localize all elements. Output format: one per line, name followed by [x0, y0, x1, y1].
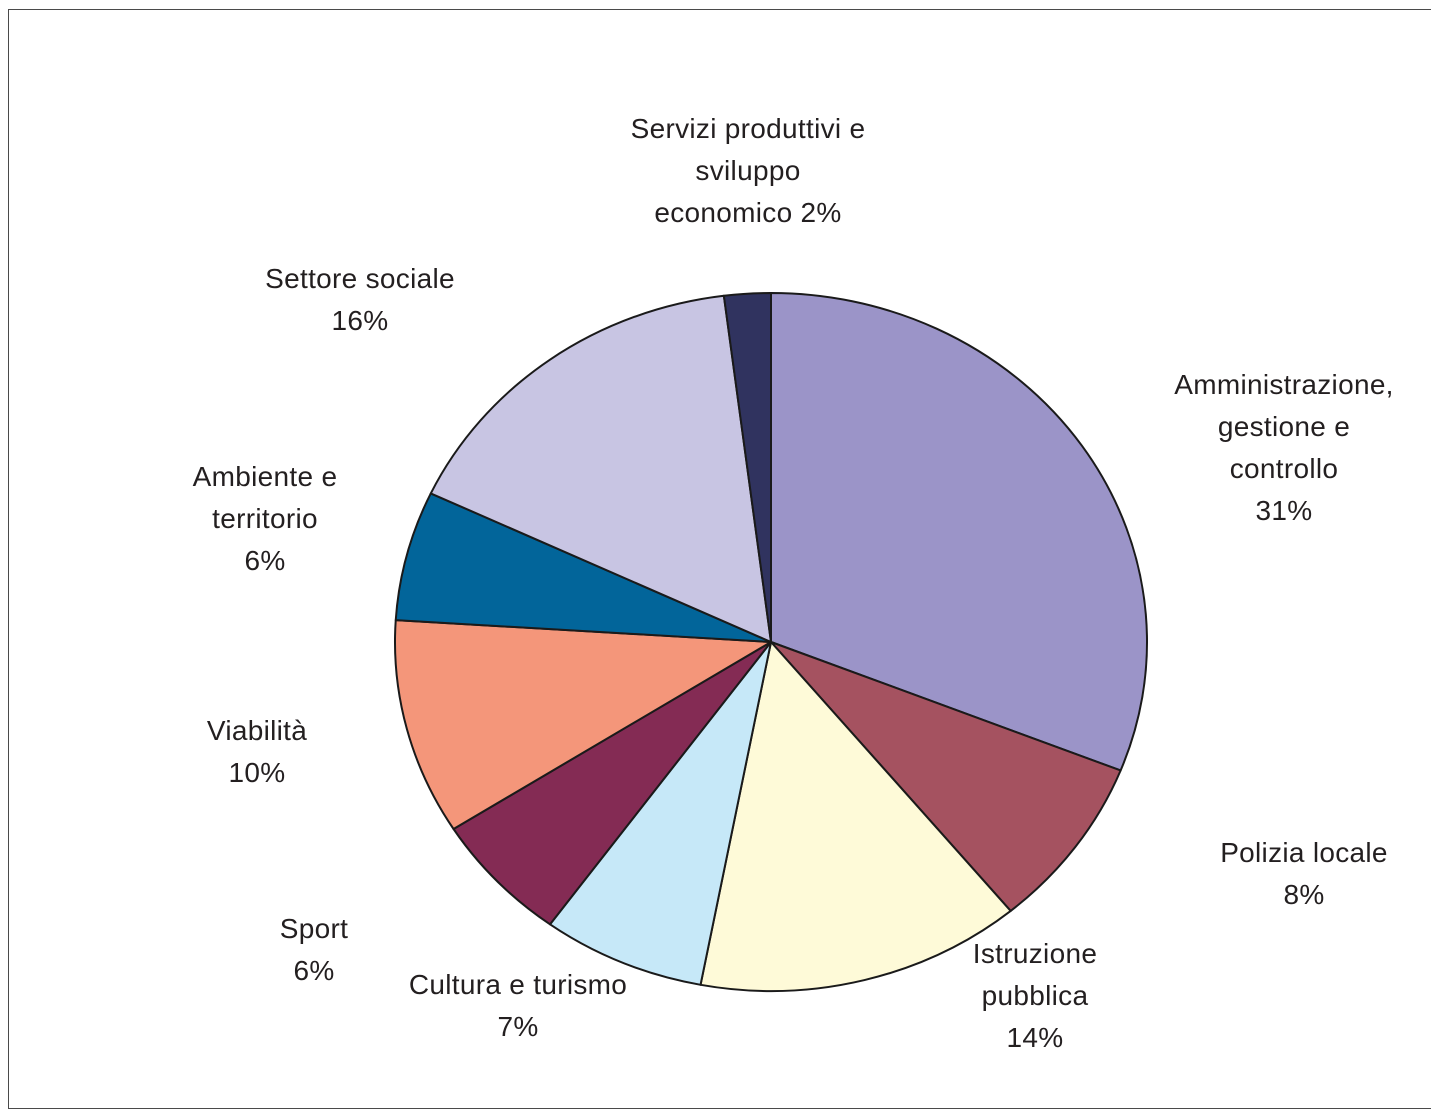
slice-label-8: Servizi produttivi e sviluppo economico 2% — [631, 108, 866, 234]
slice-label-4: Sport 6% — [280, 908, 348, 992]
pie-chart — [394, 292, 1149, 992]
slice-label-line: territorio — [212, 503, 318, 534]
slice-label-line: Viabilità — [206, 715, 308, 746]
slice-label-line: 14% — [1006, 1022, 1064, 1053]
slice-label-line: Cultura e turismo — [408, 969, 628, 1000]
slice-label-line: economico 2% — [654, 197, 842, 228]
slice-label-7: Settore sociale 16% — [265, 258, 455, 342]
slice-label-line: Servizi produttivi e — [630, 113, 866, 144]
slice-label-line: Sport — [279, 913, 349, 944]
slice-label-line: pubblica — [981, 980, 1089, 1011]
slice-label-line: Settore sociale — [265, 263, 455, 294]
slice-label-line: 16% — [331, 305, 389, 336]
slice-label-line: 7% — [497, 1011, 539, 1042]
pie-slice-8 — [722, 292, 772, 643]
slice-label-line: 10% — [228, 757, 286, 788]
slice-label-line: 31% — [1255, 495, 1313, 526]
slice-label-0: Amministrazione, gestione e controllo 31% — [1174, 364, 1394, 532]
slice-label-6: Ambiente e territorio 6% — [193, 456, 338, 582]
slice-label-line: Amministrazione, — [1174, 369, 1394, 400]
slice-label-5: Viabilità 10% — [207, 710, 307, 794]
pie-slice-7 — [429, 294, 772, 643]
pie-slice-5 — [394, 619, 772, 830]
slice-label-line: Ambiente e — [192, 461, 338, 492]
pie-slice-0 — [770, 292, 1149, 772]
slice-label-line: 8% — [1283, 879, 1325, 910]
slice-label-line: controllo — [1229, 453, 1339, 484]
slice-label-1: Polizia locale 8% — [1220, 832, 1388, 916]
slice-label-line: gestione e — [1217, 411, 1351, 442]
slice-label-line: 6% — [293, 955, 335, 986]
pie-slice-3 — [548, 641, 772, 986]
slice-label-line: 6% — [244, 545, 286, 576]
slice-label-line: Polizia locale — [1220, 837, 1388, 868]
slice-label-line: Istruzione — [972, 938, 1098, 969]
slice-label-2: Istruzione pubblica 14% — [973, 933, 1097, 1059]
pie-slice-4 — [452, 641, 772, 926]
pie-slice-6 — [394, 492, 772, 643]
pie-slice-1 — [770, 641, 1122, 912]
slice-label-line: sviluppo — [695, 155, 801, 186]
pie-slice-2 — [699, 641, 1012, 992]
slice-label-3: Cultura e turismo 7% — [409, 964, 627, 1048]
